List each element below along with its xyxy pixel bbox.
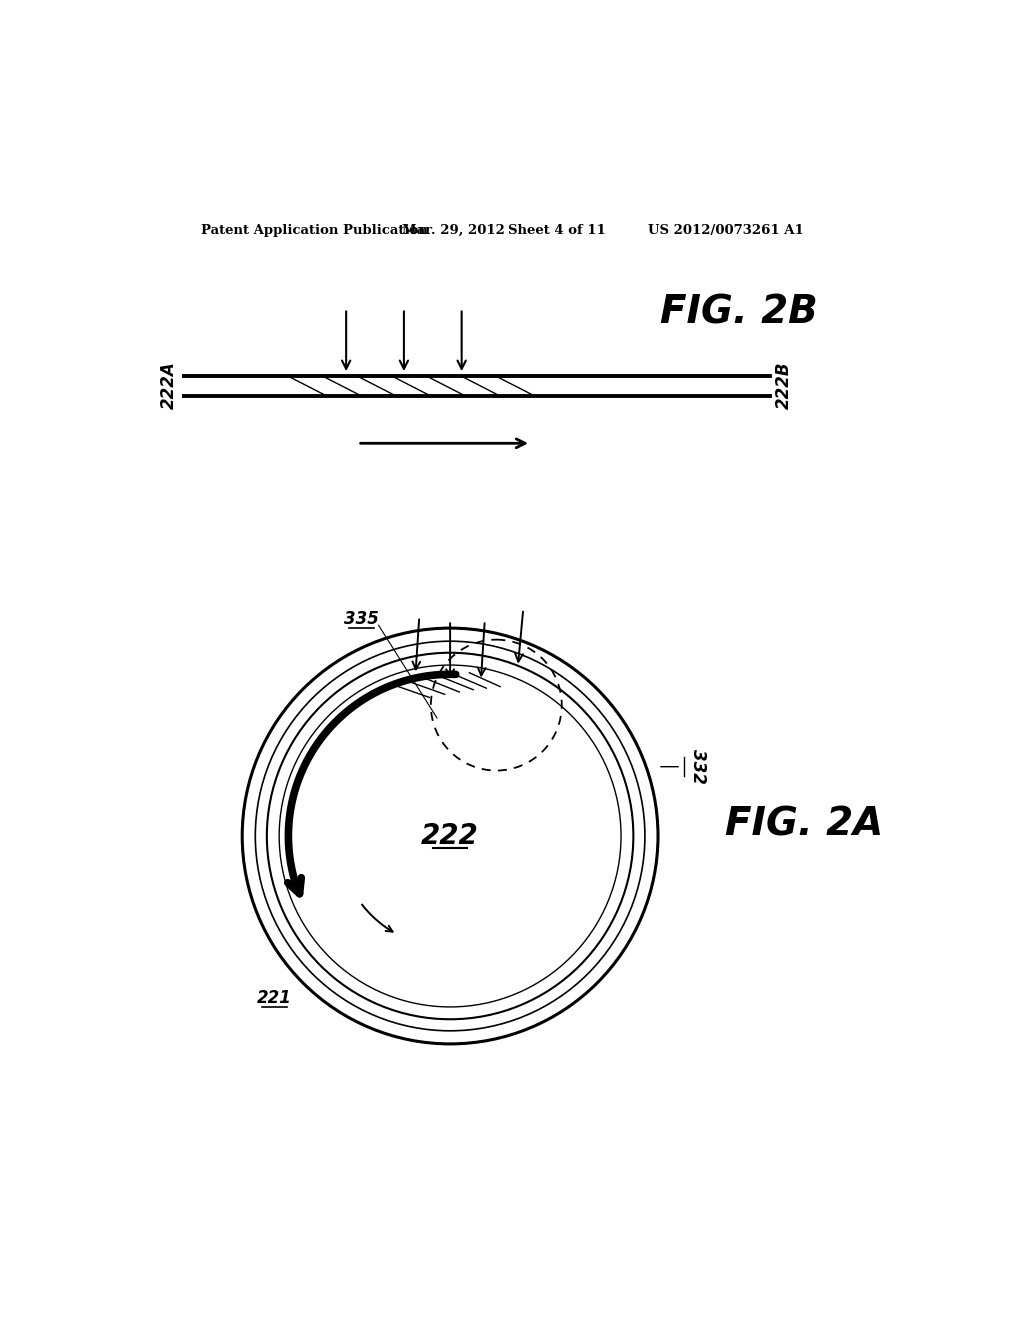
Text: FIG. 2B: FIG. 2B bbox=[660, 293, 818, 331]
Text: Patent Application Publication: Patent Application Publication bbox=[202, 223, 428, 236]
Text: Sheet 4 of 11: Sheet 4 of 11 bbox=[508, 223, 605, 236]
Text: Mar. 29, 2012: Mar. 29, 2012 bbox=[401, 223, 505, 236]
Text: 332: 332 bbox=[689, 750, 707, 784]
Text: 221: 221 bbox=[257, 989, 292, 1007]
Text: 222: 222 bbox=[421, 822, 479, 850]
Text: 222A: 222A bbox=[160, 362, 178, 409]
Text: FIG. 2A: FIG. 2A bbox=[725, 805, 884, 843]
Text: US 2012/0073261 A1: US 2012/0073261 A1 bbox=[648, 223, 804, 236]
Text: 335: 335 bbox=[344, 610, 379, 628]
Text: 222B: 222B bbox=[774, 362, 793, 409]
